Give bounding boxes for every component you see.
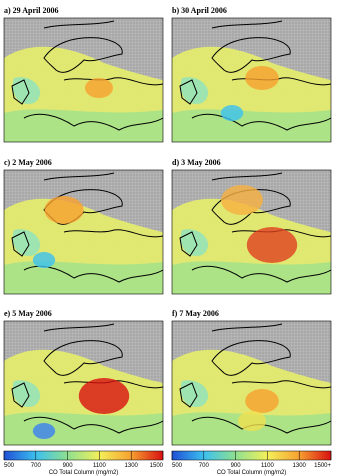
co-hotspot: [32, 252, 56, 268]
map-panel: [172, 170, 331, 294]
map: [4, 170, 163, 294]
co-hotspot: [245, 389, 279, 413]
map: [4, 321, 163, 445]
map-panel: [4, 170, 163, 294]
map-panel: [4, 321, 163, 445]
co-hotspot: [32, 423, 56, 439]
map-panel: [172, 18, 331, 142]
map-frame: [171, 17, 332, 143]
colorbar-tick-label: 500: [4, 463, 15, 469]
colorbar-tick-label: 900: [231, 463, 242, 469]
co-hotspot: [221, 185, 263, 215]
colorbar-tick-label: 700: [31, 463, 42, 469]
map-frame: [3, 169, 164, 295]
colorbar-tick-label: 1100: [93, 463, 107, 469]
colorbar-label: CO Total Column (mg/m2): [49, 470, 119, 476]
colorbar: [171, 450, 332, 461]
co-hotspot: [238, 411, 266, 431]
map-frame: [171, 169, 332, 295]
panel-title: f) 7 May 2006: [172, 309, 219, 318]
colorbar-tick-label: 700: [199, 463, 210, 469]
colorbar-tick-label: 500: [172, 463, 183, 469]
co-hotspot: [245, 66, 279, 90]
co-hotspot: [246, 227, 298, 263]
colorbar: [3, 450, 164, 461]
colorbar-tick-label: 1300: [293, 463, 307, 469]
colorbar-tick-label: 1500: [150, 463, 164, 469]
colorbar-label: CO Total Column (mg/m2): [217, 470, 287, 476]
map-frame: [3, 320, 164, 446]
panel-title: d) 3 May 2006: [172, 158, 221, 167]
colorbar-tick-label: 1100: [261, 463, 275, 469]
map-frame: [3, 17, 164, 143]
map: [4, 18, 163, 142]
panel-title: a) 29 April 2006: [4, 6, 58, 15]
panel-title: b) 30 April 2006: [172, 6, 227, 15]
panel-title: e) 5 May 2006: [4, 309, 52, 318]
map-frame: [171, 320, 332, 446]
panel-title: c) 2 May 2006: [4, 158, 52, 167]
colorbar-tick-label: 900: [63, 463, 74, 469]
co-hotspot: [220, 105, 244, 121]
co-hotspot: [44, 196, 84, 224]
colorbar-tick-label: 1500+: [314, 463, 331, 469]
co-hotspot: [85, 78, 113, 98]
colorbar-tick-label: 1300: [125, 463, 139, 469]
map-panel: [4, 18, 163, 142]
map-panel: [172, 321, 331, 445]
co-hotspot: [78, 378, 130, 414]
